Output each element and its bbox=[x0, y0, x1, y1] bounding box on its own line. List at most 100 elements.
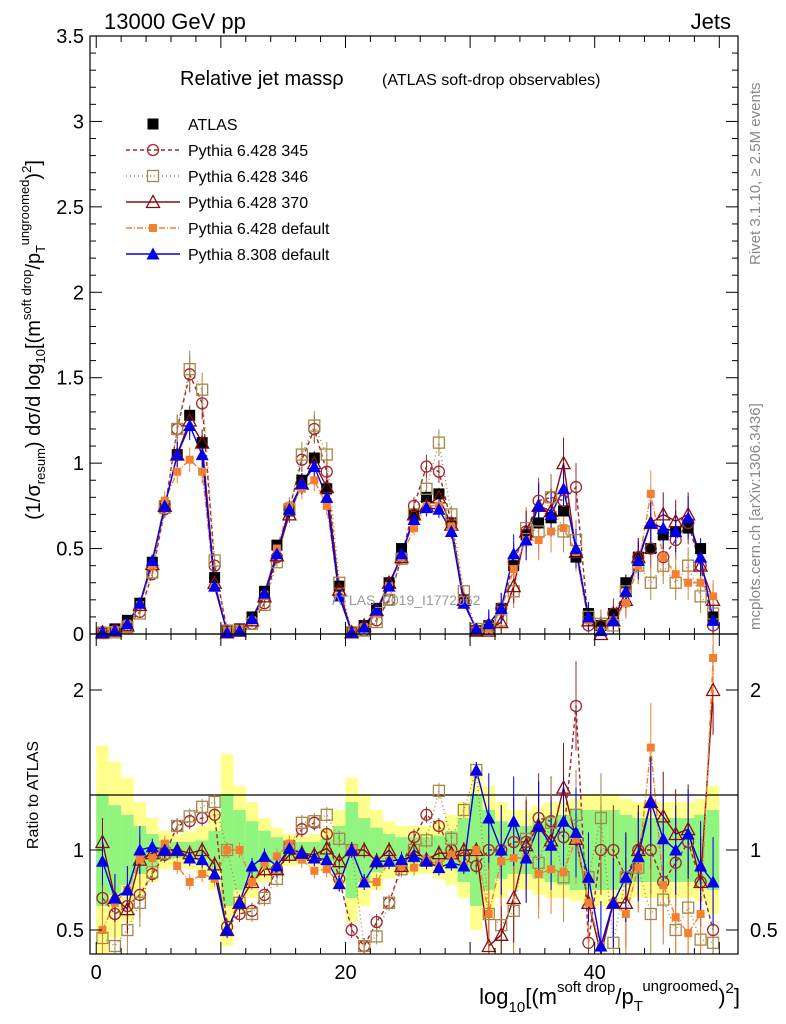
x-tick-label: 0 bbox=[91, 962, 102, 984]
main-data-point bbox=[208, 554, 221, 567]
ratio-y-ticks: 0.5 0.5 1 1 2 2 bbox=[56, 680, 778, 942]
ratio-data-point bbox=[470, 859, 483, 873]
main-data-point bbox=[282, 502, 296, 515]
ratio-data-point bbox=[320, 808, 333, 821]
legend-entry-label: Pythia 6.428 345 bbox=[188, 143, 308, 160]
ratio-data-point bbox=[96, 891, 109, 905]
ratio-y-tick-label-right: 0.5 bbox=[750, 920, 778, 942]
main-data-point bbox=[482, 617, 496, 630]
ratio-data-point bbox=[507, 904, 520, 917]
watermark: ATLAS_2019_I1772062 bbox=[332, 592, 481, 608]
main-data-point bbox=[569, 480, 583, 494]
main-data-point bbox=[547, 527, 556, 536]
ratio-data-point bbox=[493, 926, 509, 941]
ratio-data-point bbox=[447, 850, 456, 859]
main-data-point bbox=[196, 383, 209, 396]
ratio-data-point bbox=[372, 878, 381, 886]
main-data-point bbox=[345, 625, 359, 638]
ratio-data-point bbox=[705, 682, 721, 697]
ratio-data-point bbox=[358, 939, 371, 953]
ratio-data-point bbox=[121, 923, 134, 937]
main-data-point bbox=[557, 482, 571, 495]
svg-text:(1/σresum) dσ/d log10[(msoft d: (1/σresum) dσ/d log10[(msoft drop/pTungr… bbox=[17, 160, 48, 520]
main-data-point bbox=[173, 467, 182, 476]
ratio-data-point bbox=[644, 907, 657, 921]
main-data-point bbox=[534, 536, 543, 545]
legend-marker bbox=[149, 224, 157, 232]
ratio-data-point bbox=[419, 854, 433, 867]
ratio-data-point bbox=[281, 846, 297, 861]
ratio-data-point bbox=[584, 898, 593, 907]
ratio-data-point bbox=[270, 872, 284, 885]
main-data-point bbox=[308, 419, 321, 432]
ratio-data-point bbox=[198, 870, 207, 878]
ratio-data-point bbox=[706, 923, 720, 937]
main-data-point bbox=[258, 598, 271, 612]
ratio-data-point bbox=[382, 896, 396, 909]
uncertainty-band-inner-bin bbox=[208, 830, 221, 870]
main-data-point bbox=[257, 586, 271, 599]
main-y-tick-label: 0.5 bbox=[56, 539, 84, 561]
main-data-point bbox=[657, 529, 669, 541]
main-data-point bbox=[555, 455, 572, 470]
ratio-series-markers bbox=[94, 654, 721, 953]
main-data-point bbox=[433, 488, 445, 500]
ratio-data-point bbox=[120, 883, 134, 896]
ratio-data-point bbox=[482, 811, 496, 824]
ratio-data-point bbox=[581, 870, 595, 883]
main-data-point bbox=[322, 501, 331, 510]
main-panel: 0 0.5 1 1.5 2 2.5 3 3.5 Relative jet massρ (ATL… bbox=[17, 26, 739, 646]
ratio-y-tick-label-right: 2 bbox=[750, 680, 761, 702]
legend-marker bbox=[145, 194, 161, 209]
ratio-y-tick-label-right: 1 bbox=[750, 840, 761, 862]
ratio-data-point bbox=[472, 846, 481, 854]
ratio-data-point bbox=[395, 853, 409, 866]
ratio-data-point bbox=[646, 743, 655, 752]
legend-entry-label: Pythia 6.428 default bbox=[188, 221, 330, 238]
main-data-point bbox=[594, 624, 608, 637]
ratio-data-point bbox=[657, 893, 670, 906]
main-y-tick-label: 3 bbox=[73, 111, 84, 133]
ratio-data-point bbox=[456, 842, 472, 857]
main-data-point bbox=[320, 448, 333, 461]
main-x-ticks bbox=[95, 36, 720, 634]
main-data-point bbox=[196, 397, 209, 410]
ratio-data-point bbox=[295, 846, 309, 859]
ratio-data-point bbox=[307, 851, 321, 864]
main-data-point bbox=[410, 524, 418, 533]
main-data-point bbox=[532, 499, 546, 512]
main-y-tick-label: 1 bbox=[73, 453, 84, 475]
ratio-data-point bbox=[594, 843, 608, 857]
ratio-data-point bbox=[669, 923, 682, 937]
main-data-point bbox=[695, 543, 707, 555]
ratio-data-point bbox=[659, 881, 668, 890]
main-data-point bbox=[120, 617, 134, 630]
ratio-series-line bbox=[102, 769, 714, 948]
ratio-data-point bbox=[245, 907, 259, 921]
main-data-point bbox=[657, 550, 670, 564]
main-data-point bbox=[469, 622, 483, 635]
uncertainty-band-inner-bin bbox=[333, 826, 346, 874]
ratio-data-point bbox=[282, 841, 296, 854]
ratio-data-point bbox=[532, 856, 545, 869]
ratio-data-point bbox=[482, 843, 495, 857]
main-data-point bbox=[644, 516, 658, 529]
main-data-point bbox=[619, 584, 633, 597]
legend-marker bbox=[146, 247, 160, 260]
ratio-series-lines bbox=[101, 634, 714, 955]
main-data-point bbox=[310, 476, 319, 485]
ratio-data-point bbox=[469, 763, 483, 776]
main-data-point bbox=[557, 494, 570, 507]
ratio-panel: 0.5 0.5 1 1 2 2 0 20 40 Ratio to ATLAS bbox=[25, 633, 778, 984]
ratio-data-point bbox=[497, 857, 506, 866]
rivet-version-label: Rivet 3.1.10, ≥ 2.5M events bbox=[747, 83, 764, 266]
ratio-data-point bbox=[606, 896, 620, 909]
ratio-data-point bbox=[208, 795, 221, 809]
ratio-y-tick-label: 1 bbox=[73, 840, 84, 862]
main-data-point bbox=[183, 363, 196, 376]
ratio-data-point bbox=[235, 846, 244, 854]
main-y-axis-label: (1/σresum) dσ/d log10[(msoft drop/pTungr… bbox=[17, 160, 48, 520]
ratio-data-point bbox=[506, 890, 522, 905]
ratio-data-point bbox=[133, 843, 147, 856]
ratio-data-point bbox=[108, 939, 122, 953]
